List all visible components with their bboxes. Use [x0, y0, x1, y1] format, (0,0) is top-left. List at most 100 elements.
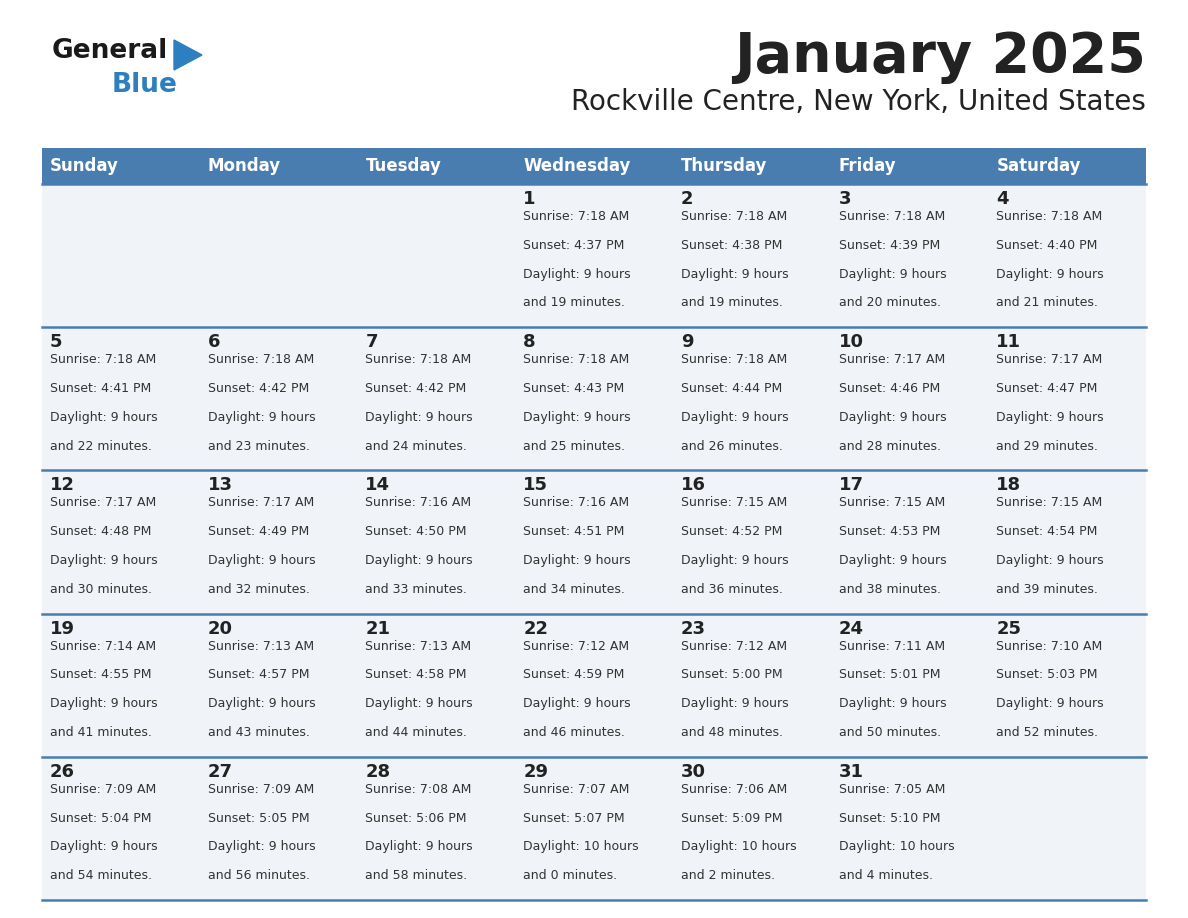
Text: Sunset: 5:10 PM: Sunset: 5:10 PM — [839, 812, 940, 824]
Text: Sunrise: 7:18 AM: Sunrise: 7:18 AM — [50, 353, 157, 366]
Text: Daylight: 9 hours: Daylight: 9 hours — [839, 554, 946, 567]
Text: 13: 13 — [208, 476, 233, 495]
Bar — [42, 613, 200, 756]
Bar — [516, 756, 672, 900]
Text: Daylight: 10 hours: Daylight: 10 hours — [523, 840, 639, 854]
Text: Sunrise: 7:13 AM: Sunrise: 7:13 AM — [208, 640, 314, 653]
Text: Sunset: 4:39 PM: Sunset: 4:39 PM — [839, 239, 940, 252]
Text: Sunrise: 7:13 AM: Sunrise: 7:13 AM — [366, 640, 472, 653]
Bar — [830, 148, 988, 184]
Bar — [42, 756, 200, 900]
Bar — [830, 470, 988, 613]
Text: Sunrise: 7:12 AM: Sunrise: 7:12 AM — [681, 640, 786, 653]
Text: and 24 minutes.: and 24 minutes. — [366, 440, 467, 453]
Text: Sunset: 4:37 PM: Sunset: 4:37 PM — [523, 239, 625, 252]
Text: 24: 24 — [839, 620, 864, 638]
Text: and 36 minutes.: and 36 minutes. — [681, 583, 783, 596]
Bar — [516, 613, 672, 756]
Text: Daylight: 9 hours: Daylight: 9 hours — [208, 840, 315, 854]
Bar — [200, 327, 358, 470]
Text: Daylight: 9 hours: Daylight: 9 hours — [366, 410, 473, 424]
Text: Sunrise: 7:18 AM: Sunrise: 7:18 AM — [681, 210, 788, 223]
Text: Sunrise: 7:17 AM: Sunrise: 7:17 AM — [997, 353, 1102, 366]
Text: and 38 minutes.: and 38 minutes. — [839, 583, 941, 596]
Text: and 0 minutes.: and 0 minutes. — [523, 869, 618, 882]
Text: and 30 minutes.: and 30 minutes. — [50, 583, 152, 596]
Text: Thursday: Thursday — [681, 157, 767, 175]
Text: and 39 minutes.: and 39 minutes. — [997, 583, 1098, 596]
Text: and 21 minutes.: and 21 minutes. — [997, 297, 1098, 309]
Text: 31: 31 — [839, 763, 864, 781]
Text: Sunset: 5:09 PM: Sunset: 5:09 PM — [681, 812, 783, 824]
Bar — [42, 148, 200, 184]
Bar — [358, 327, 516, 470]
Text: Sunset: 4:53 PM: Sunset: 4:53 PM — [839, 525, 940, 538]
Text: Daylight: 10 hours: Daylight: 10 hours — [839, 840, 954, 854]
Text: and 44 minutes.: and 44 minutes. — [366, 726, 467, 739]
Text: and 25 minutes.: and 25 minutes. — [523, 440, 625, 453]
Text: Sunset: 4:50 PM: Sunset: 4:50 PM — [366, 525, 467, 538]
Text: Daylight: 9 hours: Daylight: 9 hours — [208, 554, 315, 567]
Text: Sunset: 4:40 PM: Sunset: 4:40 PM — [997, 239, 1098, 252]
Text: Sunrise: 7:18 AM: Sunrise: 7:18 AM — [523, 353, 630, 366]
Text: Daylight: 9 hours: Daylight: 9 hours — [50, 410, 158, 424]
Bar — [672, 470, 830, 613]
Text: 17: 17 — [839, 476, 864, 495]
Text: Sunrise: 7:17 AM: Sunrise: 7:17 AM — [208, 497, 314, 509]
Text: and 43 minutes.: and 43 minutes. — [208, 726, 310, 739]
Text: 1: 1 — [523, 190, 536, 208]
Bar — [672, 756, 830, 900]
Text: Daylight: 9 hours: Daylight: 9 hours — [523, 268, 631, 281]
Text: Daylight: 9 hours: Daylight: 9 hours — [997, 410, 1104, 424]
Bar — [516, 148, 672, 184]
Text: Daylight: 9 hours: Daylight: 9 hours — [366, 697, 473, 711]
Text: Sunrise: 7:16 AM: Sunrise: 7:16 AM — [523, 497, 630, 509]
Text: 7: 7 — [366, 333, 378, 352]
Text: Daylight: 9 hours: Daylight: 9 hours — [681, 410, 789, 424]
Text: Daylight: 9 hours: Daylight: 9 hours — [523, 410, 631, 424]
Text: and 26 minutes.: and 26 minutes. — [681, 440, 783, 453]
Bar — [42, 327, 200, 470]
Text: 5: 5 — [50, 333, 63, 352]
Text: Friday: Friday — [839, 157, 896, 175]
Bar — [830, 184, 988, 327]
Text: Monday: Monday — [208, 157, 280, 175]
Text: Sunrise: 7:17 AM: Sunrise: 7:17 AM — [50, 497, 157, 509]
Text: and 52 minutes.: and 52 minutes. — [997, 726, 1098, 739]
Text: Sunrise: 7:11 AM: Sunrise: 7:11 AM — [839, 640, 944, 653]
Text: 19: 19 — [50, 620, 75, 638]
Bar — [358, 184, 516, 327]
Text: Daylight: 9 hours: Daylight: 9 hours — [208, 410, 315, 424]
Text: Sunset: 4:38 PM: Sunset: 4:38 PM — [681, 239, 782, 252]
Text: 21: 21 — [366, 620, 391, 638]
Text: 28: 28 — [366, 763, 391, 781]
Text: 15: 15 — [523, 476, 548, 495]
Bar — [200, 148, 358, 184]
Text: Sunset: 4:58 PM: Sunset: 4:58 PM — [366, 668, 467, 681]
Bar — [988, 148, 1146, 184]
Text: Sunrise: 7:14 AM: Sunrise: 7:14 AM — [50, 640, 156, 653]
Text: 16: 16 — [681, 476, 706, 495]
Bar — [42, 470, 200, 613]
Text: January 2025: January 2025 — [734, 30, 1146, 84]
Text: Daylight: 9 hours: Daylight: 9 hours — [997, 697, 1104, 711]
Text: Daylight: 9 hours: Daylight: 9 hours — [839, 268, 946, 281]
Text: and 50 minutes.: and 50 minutes. — [839, 726, 941, 739]
Text: and 32 minutes.: and 32 minutes. — [208, 583, 310, 596]
Text: Sunrise: 7:16 AM: Sunrise: 7:16 AM — [366, 497, 472, 509]
Text: Sunrise: 7:09 AM: Sunrise: 7:09 AM — [50, 783, 157, 796]
Text: and 41 minutes.: and 41 minutes. — [50, 726, 152, 739]
Text: Sunset: 4:59 PM: Sunset: 4:59 PM — [523, 668, 625, 681]
Text: Sunday: Sunday — [50, 157, 119, 175]
Text: Daylight: 9 hours: Daylight: 9 hours — [50, 840, 158, 854]
Bar — [358, 470, 516, 613]
Text: Daylight: 10 hours: Daylight: 10 hours — [681, 840, 796, 854]
Text: 3: 3 — [839, 190, 851, 208]
Text: 8: 8 — [523, 333, 536, 352]
Text: and 46 minutes.: and 46 minutes. — [523, 726, 625, 739]
Text: Daylight: 9 hours: Daylight: 9 hours — [523, 554, 631, 567]
Text: Daylight: 9 hours: Daylight: 9 hours — [839, 697, 946, 711]
Text: Sunrise: 7:06 AM: Sunrise: 7:06 AM — [681, 783, 788, 796]
Text: and 4 minutes.: and 4 minutes. — [839, 869, 933, 882]
Text: Sunset: 5:07 PM: Sunset: 5:07 PM — [523, 812, 625, 824]
